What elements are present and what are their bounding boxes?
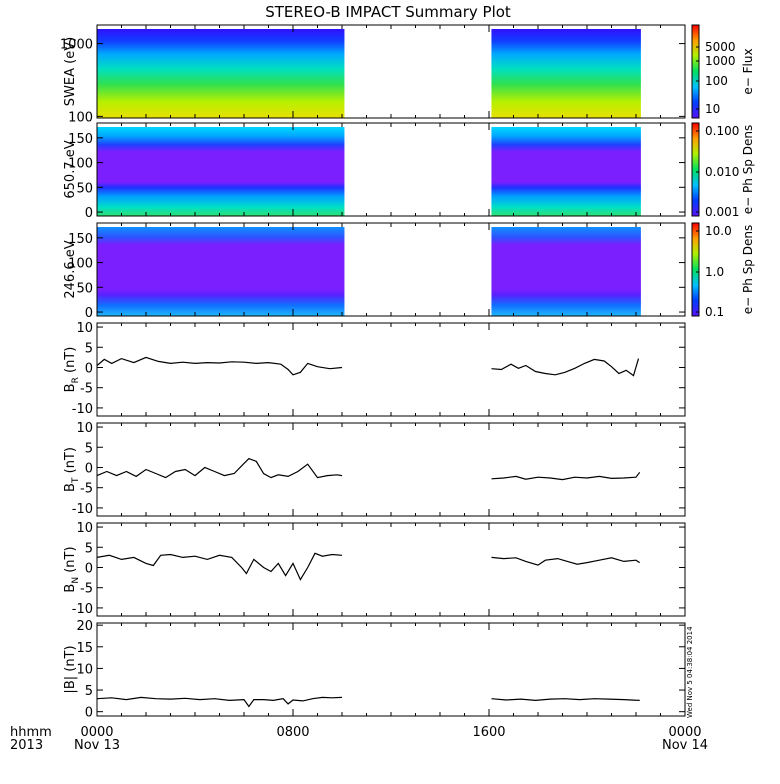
pad650-spectrogram-segment-1 <box>97 127 345 216</box>
swea-colorbar <box>691 24 700 119</box>
bmag-frame <box>96 622 686 717</box>
pad246-spectrogram-segment-1 <box>97 227 345 316</box>
gutter-hhmm-label: hhmm <box>10 725 52 740</box>
bn-ytick-label: -5 <box>80 582 93 597</box>
pad650-colorbar <box>691 122 700 217</box>
bmag-ylabel: |B| (nT) <box>63 645 78 693</box>
br-ytick-label: -5 <box>80 382 93 397</box>
pad246-colorbar <box>691 222 700 317</box>
swea-ytick-label: 1000 <box>60 38 93 53</box>
pad650-ytick-label: 150 <box>68 132 93 147</box>
panel-pad246: 10.0 1.0 0.1 e− Ph Sp Dens 150 100 50 0 246.6 eV <box>63 222 755 321</box>
panel-br: 10 5 0 -5 -10 BR (nT) <box>63 321 686 417</box>
bmag-ytick-label: 20 <box>76 619 93 634</box>
swea-colorbar-label: e− Flux <box>741 48 755 94</box>
time-tick-label: 0800 <box>276 725 309 740</box>
bn-frame <box>96 522 686 617</box>
bt-ytick-label: 5 <box>85 441 93 456</box>
swea-spectrogram-segment-1 <box>97 29 345 118</box>
pad650-spectrogram-segment-2 <box>491 127 641 216</box>
bt-ylabel: BT (nT) <box>63 447 81 492</box>
br-ytick-label: 0 <box>85 361 93 376</box>
bt-ytick-label: 0 <box>85 461 93 476</box>
bmag-ytick-label: 10 <box>76 662 93 677</box>
swea-ytick-label: 100 <box>68 110 93 125</box>
pad246-ylabel: 246.6 eV <box>63 240 78 298</box>
br-ylabel: BR (nT) <box>63 347 81 393</box>
bn-trace-2 <box>491 556 641 566</box>
pad650-ytick-label: 0 <box>85 206 93 221</box>
br-trace-1 <box>96 356 343 376</box>
br-frame <box>96 322 686 417</box>
swea-colorbar-tick-label: 100 <box>705 74 728 88</box>
bn-ylabel: BN (nT) <box>63 546 81 592</box>
bn-ytick-label: 5 <box>85 541 93 556</box>
time-tick-label: 0000 <box>80 725 113 740</box>
br-ytick-label: 5 <box>85 341 93 356</box>
pad650-colorbar-tick-label: 0.100 <box>705 124 739 138</box>
br-trace-2 <box>491 358 640 377</box>
swea-spectrogram-segment-2 <box>491 29 641 118</box>
pad650-colorbar-tick-label: 0.010 <box>705 165 739 179</box>
pad246-ytick-label: 100 <box>68 257 93 272</box>
pad246-colorbar-tick-label: 0.1 <box>705 305 724 319</box>
swea-colorbar-tick-label: 10 <box>705 102 720 116</box>
pad246-ytick-label: 50 <box>76 281 93 296</box>
bt-ytick-label: -5 <box>80 482 93 497</box>
br-ytick-label: -10 <box>72 402 93 417</box>
creation-timestamp: Wed Nov 5 04:38:04 2014 <box>686 626 694 718</box>
date-tick-label: Nov 13 <box>74 738 120 753</box>
bt-trace-2 <box>491 471 641 481</box>
panel-bmag: 20 15 10 5 0 |B| (nT) <box>63 619 686 721</box>
chart-title: STEREO-B IMPACT Summary Plot <box>265 3 511 21</box>
bn-ytick-label: 0 <box>85 561 93 576</box>
swea-colorbar-tick-label: 1000 <box>705 54 736 68</box>
swea-ylabel: SWEA (eV) <box>63 37 78 106</box>
time-tick-label: 1600 <box>472 725 505 740</box>
pad246-colorbar-tick-label: 1.0 <box>705 265 724 279</box>
pad650-ylabel: 650.7 eV <box>63 140 78 198</box>
br-ytick-label: 10 <box>76 321 93 336</box>
panel-bn: 10 5 0 -5 -10 BN (nT) <box>63 521 686 617</box>
bt-trace-1 <box>96 457 343 479</box>
bmag-ytick-label: 15 <box>76 641 93 656</box>
pad650-colorbar-label: e− Ph Sp Dens <box>741 125 755 214</box>
pad246-colorbar-label: e− Ph Sp Dens <box>741 225 755 314</box>
bmag-ytick-label: 0 <box>85 706 93 721</box>
panel-pad650: 0.100 0.010 0.001 e− Ph Sp Dens 150 100 50 0 650… <box>63 122 755 221</box>
bn-trace-1 <box>96 552 343 581</box>
pad246-ytick-label: 0 <box>85 306 93 321</box>
pad650-colorbar-tick-label: 0.001 <box>705 205 739 219</box>
date-tick-label: Nov 14 <box>662 738 708 753</box>
bmag-trace-2 <box>491 698 640 702</box>
bmag-trace-1 <box>96 696 343 708</box>
pad650-ytick-label: 100 <box>68 157 93 172</box>
pad246-ytick-label: 150 <box>68 232 93 247</box>
pad650-ytick-label: 50 <box>76 181 93 196</box>
bt-ytick-label: 10 <box>76 421 93 436</box>
bmag-ytick-label: 5 <box>85 684 93 699</box>
bt-ytick-label: -10 <box>72 502 93 517</box>
swea-colorbar-tick-label: 5000 <box>705 40 736 54</box>
panel-bt: 10 5 0 -5 -10 BT (nT) <box>63 421 686 517</box>
pad246-colorbar-tick-label: 10.0 <box>705 224 732 238</box>
bn-ytick-label: -10 <box>72 602 93 617</box>
gutter-year-label: 2013 <box>10 738 43 753</box>
time-tick-label: 0000 <box>668 725 701 740</box>
bn-ytick-label: 10 <box>76 521 93 536</box>
pad246-spectrogram-segment-2 <box>491 227 641 316</box>
